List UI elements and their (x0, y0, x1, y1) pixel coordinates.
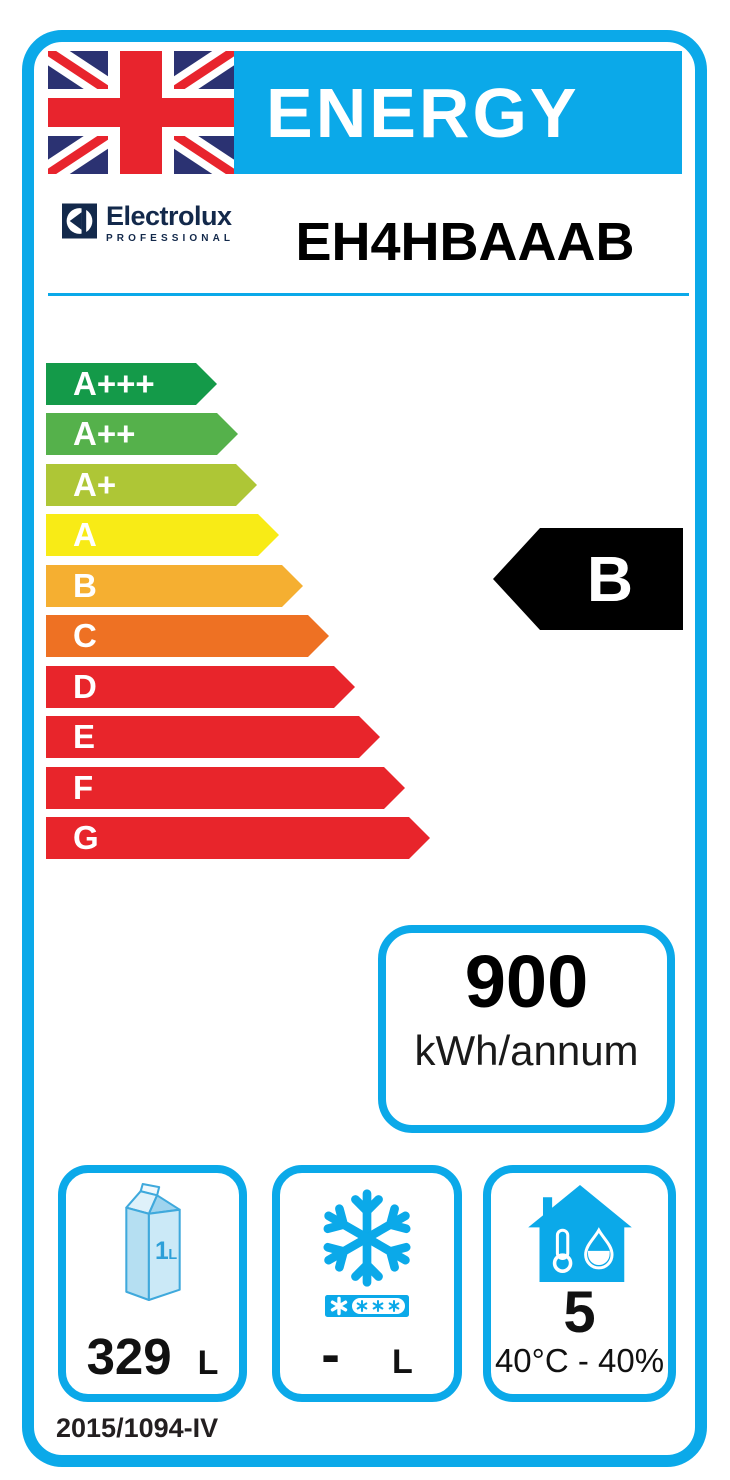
thermometer-icon (555, 1228, 569, 1260)
brand-subtitle: PROFESSIONAL (106, 233, 235, 244)
grade-arrow-d: D (46, 666, 355, 708)
energy-banner: ENERGY (234, 51, 682, 174)
grade-arrow-c: C (46, 615, 329, 657)
snowflake-icon (323, 1189, 411, 1287)
grade-arrow-a1: A+ (46, 464, 257, 506)
grade-arrow-b: B (46, 565, 303, 607)
climate-class-value: 5 (563, 1280, 596, 1345)
brand-text: Electrolux PROFESSIONAL (106, 201, 235, 245)
house-climate-icon (527, 1185, 632, 1282)
grade-arrow-g: G (46, 817, 430, 859)
energy-consumption-box: 900 kWh/annum (378, 925, 675, 1133)
grade-arrow-f: F (46, 767, 405, 809)
grade-label: A+ (73, 466, 117, 503)
freezer-volume-value: - (321, 1322, 340, 1385)
fridge-volume-value: 329 (86, 1328, 172, 1385)
fridge-volume-row: 329 L (87, 1331, 219, 1382)
regulation-reference: 2015/1094-IV (56, 1413, 219, 1443)
model-number: EH4HBAAAB (295, 212, 635, 272)
grade-label: D (73, 668, 97, 705)
freezer-volume-unit: L (391, 1343, 413, 1381)
fridge-volume-box: 1 L 329 L (58, 1165, 247, 1402)
grade-label: A (73, 516, 97, 553)
climate-class-box: 5 40°C - 40% (483, 1165, 676, 1402)
grade-label: A++ (73, 415, 136, 452)
grade-label: E (73, 718, 96, 755)
milk-carton-icon: 1 L (124, 1183, 181, 1301)
brand-block: Electrolux PROFESSIONAL (62, 203, 234, 244)
energy-unit: kWh/annum (414, 1027, 639, 1074)
grade-arrow-a3: A+++ (46, 363, 217, 405)
climate-range: 40°C - 40% (494, 1342, 665, 1379)
label-border (22, 30, 707, 1467)
grade-label: A+++ (73, 365, 155, 402)
fridge-volume-unit: L (197, 1344, 219, 1382)
brand-name: Electrolux (106, 201, 232, 231)
grade-label: B (73, 567, 97, 604)
energy-value: 900 (464, 940, 589, 1023)
freezer-volume-row: - L (321, 1326, 412, 1382)
grade-label: C (73, 617, 97, 654)
energy-title: ENERGY (266, 73, 580, 152)
current-rating-arrow: B (493, 528, 683, 630)
grade-arrow-a: A (46, 514, 279, 556)
header-divider (48, 293, 689, 296)
water-drop-icon (583, 1227, 614, 1270)
uk-flag-icon (48, 51, 234, 174)
grade-arrow-e: E (46, 716, 380, 758)
carton-volume-value: 1 (155, 1238, 169, 1265)
freezer-volume-box: - L (272, 1165, 462, 1402)
freezer-star-rating-icon (325, 1295, 409, 1317)
electrolux-logo-icon (62, 203, 97, 239)
grade-label: G (73, 819, 99, 856)
grade-label: F (73, 769, 94, 806)
grade-arrow-a2: A++ (46, 413, 238, 455)
carton-volume-unit: L (168, 1247, 177, 1263)
